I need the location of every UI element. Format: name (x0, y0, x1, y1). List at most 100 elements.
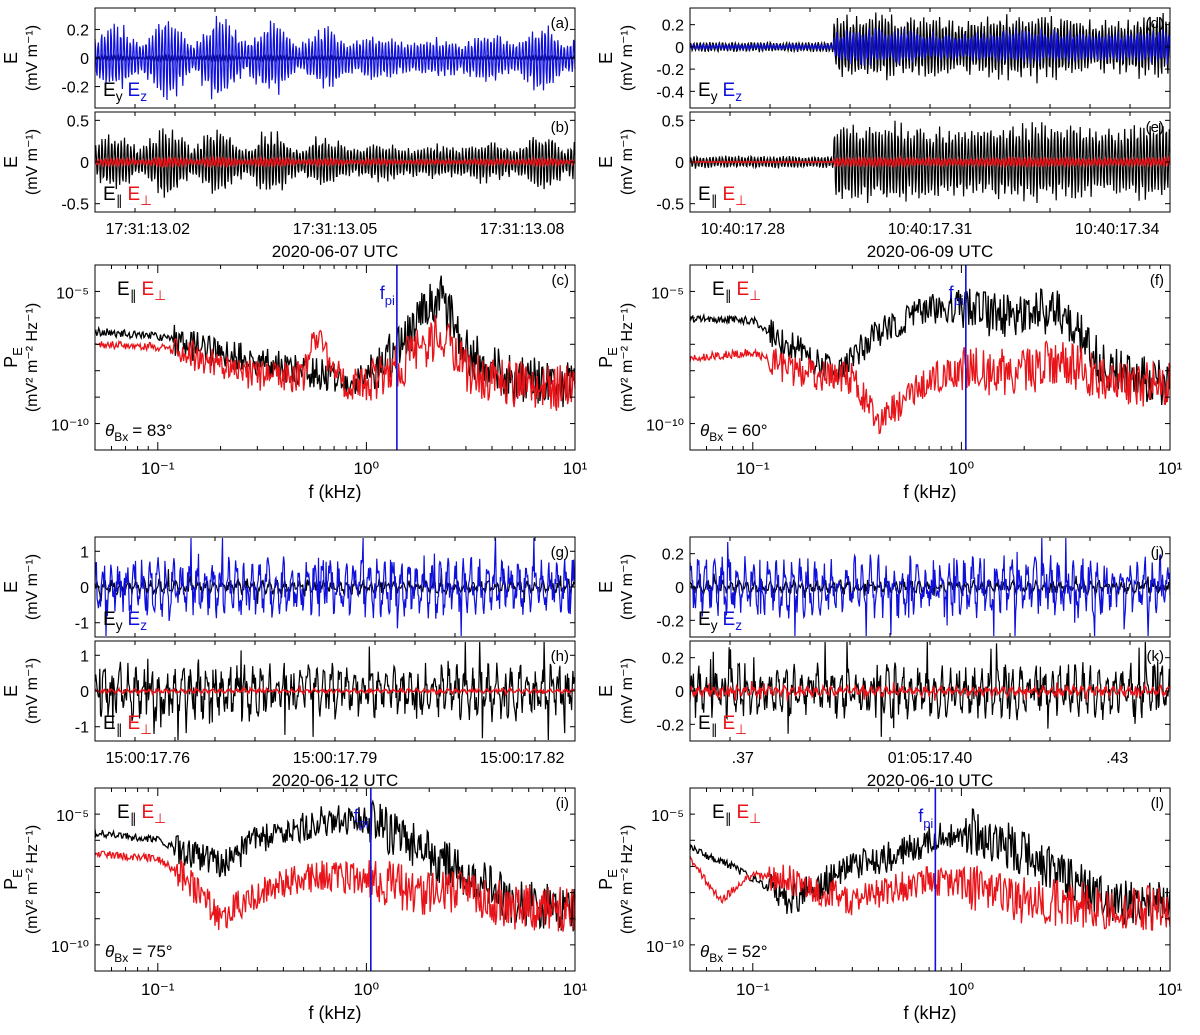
y-axis-label: PE (596, 347, 620, 368)
series-line-e-par (94, 641, 576, 741)
plot-frame (94, 787, 576, 972)
y-tick-label: 10⁻⁵ (651, 808, 684, 825)
legend-y: Ey Ez (103, 80, 147, 104)
y-tick-label: 0.2 (67, 22, 89, 39)
fpi-label: fpi (918, 806, 933, 831)
panel-letter: (k) (1147, 648, 1165, 665)
y-tick-label: 0.2 (662, 18, 684, 35)
legend-y: Ey Ez (698, 609, 742, 633)
panel-group-top-right: 0.20-0.2-0.4(d)Ey EzE (mV m⁻¹)0.50-0.510:4… (596, 7, 1183, 502)
time-tick-label: 15:00:17.79 (293, 750, 378, 767)
y-tick-label: -0.2 (656, 717, 684, 734)
y-tick-label: 0 (80, 155, 89, 172)
y-tick-label: 10⁻¹⁰ (646, 418, 684, 435)
x-tick-label: 10⁰ (354, 459, 380, 478)
y-tick-label: 10⁻⁵ (56, 808, 89, 825)
fpi-label: fpi (949, 283, 964, 308)
time-tick-label: 10:40:17.31 (888, 221, 973, 238)
panel-e: 0.5 0 -0.5 10:40:17.28 10:40:17.31 10:40:17.3… (596, 111, 1171, 261)
plot-frame (94, 264, 576, 451)
panel-group-top-left: 0.20-0.2(a)Ey EzE (mV m⁻¹)0.50-0.517:31:13… (1, 7, 588, 502)
y-tick-label: 0 (675, 155, 684, 172)
date-label: 2020-06-10 UTC (867, 771, 994, 790)
panel-letter: (a) (551, 15, 569, 32)
y-tick-label: 0 (675, 580, 684, 597)
y-axis-unit: (mV m⁻¹) (619, 554, 636, 620)
y-axis-label: E (1, 581, 21, 593)
legend-∥: E∥ E⊥ (103, 184, 152, 208)
panel-group-bottom-left: 10-1(g)Ey EzE (mV m⁻¹)10-115:00:17.76 15:00… (1, 536, 588, 1023)
series-line-e-perp (689, 154, 1171, 169)
theta-annotation: θBx = 83° (105, 421, 173, 444)
theta-annotation: θBx = 52° (700, 942, 768, 965)
y-tick-label: -0.2 (656, 613, 684, 630)
spectrum-line-e-par (94, 799, 576, 932)
y-axis-unit: (mV m⁻¹) (24, 554, 41, 620)
series-line-e-perp (94, 685, 576, 697)
time-tick-label: 15:00:17.82 (480, 750, 565, 767)
series-line-e-z (689, 537, 1171, 637)
y-axis-label: PE (1, 347, 25, 368)
y-axis-label: E (1, 156, 21, 168)
spectrum-line-e-perp (689, 340, 1171, 435)
time-tick-label: 15:00:17.76 (106, 750, 191, 767)
panel-j: 0.2 0 -0.2 (j) Ey Ez E (mV m⁻¹) (596, 536, 1171, 638)
y-tick-label: 0.2 (662, 547, 684, 564)
x-tick-label: 10⁻¹ (736, 459, 770, 478)
x-tick-label: 10¹ (1158, 459, 1183, 478)
y-axis-unit: (mV m⁻¹) (24, 25, 41, 91)
date-label: 2020-06-12 UTC (272, 771, 399, 790)
y-axis-label: E (596, 581, 616, 593)
y-tick-label: 0.5 (662, 113, 684, 130)
panel-f: fpi 10⁻¹ 10⁰ 10¹ f (kHz) 10⁻⁵ 10⁻¹⁰ (f) E∥ E⊥ θBx =… (596, 264, 1183, 502)
y-tick-label: -0.5 (656, 197, 684, 214)
panel-letter: (h) (551, 648, 569, 665)
time-tick-label: 01:05:17.40 (888, 750, 973, 767)
x-tick-label: 10⁰ (354, 980, 380, 999)
date-label: 2020-06-09 UTC (867, 242, 994, 261)
legend-∥: E∥ E⊥ (103, 713, 152, 737)
time-tick-label: .37 (732, 750, 754, 767)
x-tick-label: 10⁰ (949, 980, 975, 999)
y-tick-label: 0.5 (67, 113, 89, 130)
spectrum-line-e-perp (94, 314, 576, 412)
legend-y: Ey Ez (103, 609, 147, 633)
y-tick-label: -0.5 (61, 197, 89, 214)
y-axis-label: PE (1, 869, 25, 890)
series-line-e-perp (689, 680, 1171, 702)
y-tick-label: -0.2 (656, 62, 684, 79)
panel-l: fpi 10⁻¹ 10⁰ 10¹ f (kHz) 10⁻⁵ 10⁻¹⁰ (l) E∥ E⊥ θBx =… (596, 787, 1183, 1023)
x-tick-label: 10¹ (1158, 980, 1183, 999)
y-axis-unit: (mV m⁻¹) (619, 25, 636, 91)
panel-letter: (g) (551, 544, 569, 561)
legend-∥: E∥ E⊥ (712, 279, 761, 303)
y-axis-unit: (mV² m⁻² Hz⁻¹) (619, 825, 636, 934)
series-line-e-z (689, 27, 1171, 66)
y-tick-label: -0.2 (61, 80, 89, 97)
theta-annotation: θBx = 75° (105, 942, 173, 965)
y-axis-label: E (1, 685, 21, 697)
y-tick-label: -0.4 (656, 84, 684, 101)
time-tick-label: 17:31:13.02 (106, 221, 191, 238)
y-tick-label: 10⁻¹⁰ (51, 939, 89, 956)
panel-d: 0.2 0 -0.2 -0.4 (d) Ey Ez E (mV m⁻¹) (596, 7, 1171, 109)
x-axis-label: f (kHz) (904, 1003, 957, 1023)
y-axis-label: E (596, 52, 616, 64)
fpi-label: fpi (380, 283, 395, 308)
legend-∥: E∥ E⊥ (712, 802, 761, 826)
panel-letter: (i) (556, 795, 569, 812)
panel-a: 0.2 0 -0.2 (a) Ey Ez E (mV m⁻¹) (1, 7, 576, 109)
panel-i: fpi 10⁻¹ 10⁰ 10¹ f (kHz) 10⁻⁵ 10⁻¹⁰ (i) E∥ E⊥ θBx =… (1, 787, 588, 1023)
y-tick-label: 0.2 (662, 651, 684, 668)
panel-letter: (f) (1150, 272, 1164, 289)
spectrum-line-e-perp (689, 855, 1171, 931)
panel-letter: (b) (551, 119, 569, 136)
time-tick-label: 10:40:17.34 (1075, 221, 1160, 238)
y-axis-unit: (mV m⁻¹) (619, 658, 636, 724)
series-line-e-z (94, 15, 576, 101)
panel-k: 0.2 0 -0.2 .37 01:05:17.40 .43 2020-06-10 UTC (… (596, 640, 1171, 790)
y-tick-label: 10⁻⁵ (56, 285, 89, 302)
y-axis-label: E (596, 156, 616, 168)
y-tick-label: 1 (80, 648, 89, 665)
x-axis-label: f (kHz) (904, 482, 957, 502)
